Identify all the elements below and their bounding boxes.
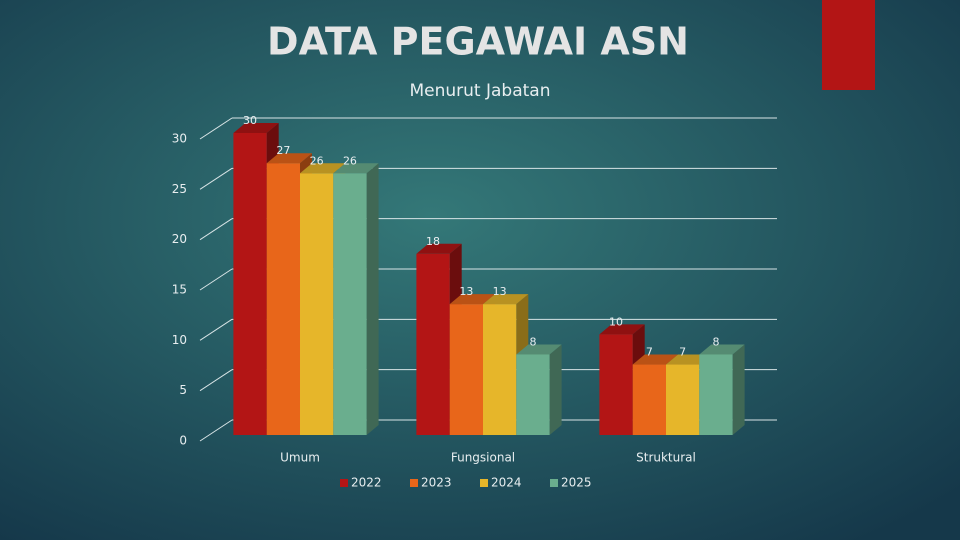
tick-line: [199, 167, 233, 190]
y-tick-label: 15: [172, 283, 187, 297]
y-tick-label: 25: [172, 182, 187, 196]
value-label: 8: [712, 335, 719, 348]
tick-line: [199, 218, 233, 241]
y-tick-label: 0: [179, 434, 187, 448]
value-label: 30: [243, 114, 257, 127]
bar-top: [233, 123, 279, 133]
legend-swatch: [340, 479, 348, 487]
bar-top: [599, 324, 645, 335]
accent-block: [822, 0, 875, 90]
legend-swatch: [480, 479, 488, 487]
legend-label: 2024: [491, 476, 522, 490]
bar-top: [266, 153, 312, 164]
x-tick-label: Umum: [280, 451, 320, 465]
bar-side: [366, 163, 379, 435]
value-label: 13: [459, 285, 473, 298]
value-label: 26: [310, 154, 324, 167]
bar-top: [449, 294, 495, 305]
tick-line: [199, 318, 233, 341]
x-tick-label: Fungsional: [451, 451, 515, 465]
bar: [599, 334, 633, 435]
bar: [632, 364, 666, 435]
bar-top: [632, 354, 678, 365]
bar-top: [416, 243, 462, 254]
bar: [233, 133, 267, 435]
value-label: 7: [679, 346, 686, 359]
value-label: 10: [609, 315, 623, 328]
bar: [483, 304, 517, 435]
tick-line: [199, 419, 233, 442]
bar-top: [699, 344, 745, 355]
bar: [516, 354, 550, 435]
bar-side: [549, 344, 562, 435]
bar: [699, 354, 733, 435]
bar-top: [483, 294, 529, 305]
bar: [449, 304, 483, 435]
value-label: 18: [426, 235, 440, 248]
value-label: 7: [646, 346, 653, 359]
legend-label: 2022: [351, 476, 382, 490]
tick-line: [199, 268, 233, 291]
y-tick-label: 5: [179, 383, 187, 397]
value-label: 27: [276, 144, 290, 157]
bar: [333, 173, 367, 435]
bar-side: [732, 344, 745, 435]
y-tick-label: 10: [172, 333, 187, 347]
bar-top: [333, 163, 379, 174]
bar: [416, 253, 450, 435]
legend-label: 2025: [561, 476, 592, 490]
y-tick-label: 30: [172, 132, 187, 146]
bar-top: [516, 344, 562, 355]
chart-subtitle: Menurut Jabatan: [409, 81, 550, 101]
legend-label: 2023: [421, 476, 452, 490]
x-tick-label: Struktural: [636, 451, 696, 465]
chart-title: DATA PEGAWAI ASN: [267, 20, 689, 64]
legend-swatch: [410, 479, 418, 487]
bar: [666, 364, 700, 435]
bar: [300, 173, 334, 435]
tick-line: [199, 369, 233, 392]
tick-line: [199, 117, 233, 140]
y-tick-label: 20: [172, 232, 187, 246]
value-label: 13: [493, 285, 507, 298]
value-label: 8: [529, 335, 536, 348]
bar-top: [300, 163, 346, 174]
value-label: 26: [343, 154, 357, 167]
bar: [266, 163, 300, 435]
legend-swatch: [550, 479, 558, 487]
